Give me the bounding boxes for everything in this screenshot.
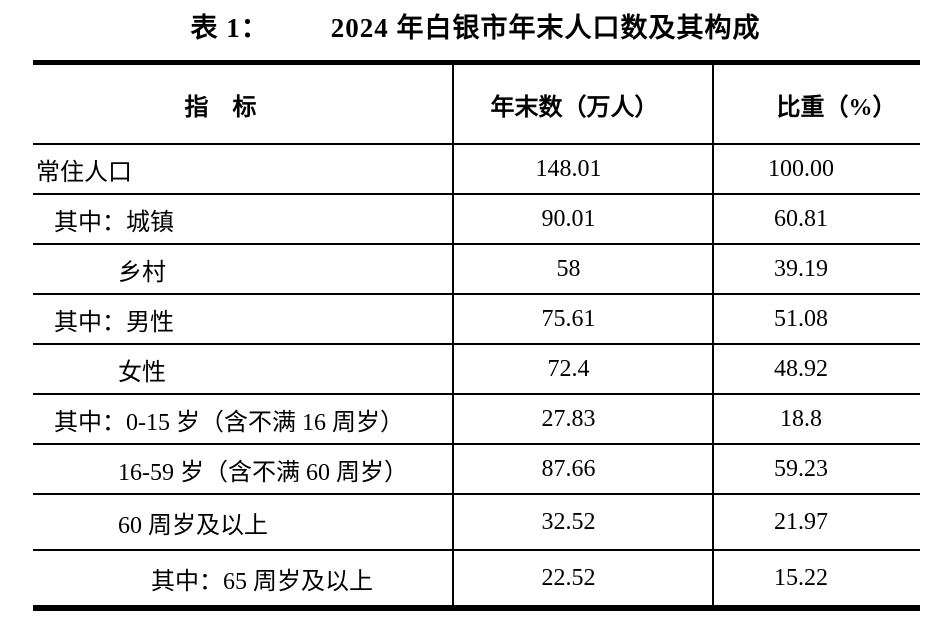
share-cell: 39.19 bbox=[713, 244, 920, 295]
document-page: { "title": { "prefix": "表 1：", "text": "… bbox=[0, 10, 951, 633]
population-table: 指 标 年末数（万人） 比重（%） 常住人口 148.01 100.00 其中：城镇 9… bbox=[33, 65, 920, 605]
share-cell: 51.08 bbox=[713, 294, 920, 345]
column-header-share: 比重（%） bbox=[713, 65, 920, 145]
yearend-count-cell: 27.83 bbox=[453, 394, 714, 445]
table-number-label: 表 1： bbox=[190, 13, 269, 43]
table-row: 女性 72.4 48.92 bbox=[33, 344, 920, 395]
indicator-cell: 常住人口 bbox=[33, 144, 454, 195]
indicator-cell: 其中：男性 bbox=[33, 294, 454, 345]
table-row: 其中：65 周岁及以上 22.52 15.22 bbox=[33, 550, 920, 605]
share-cell: 21.97 bbox=[713, 494, 920, 551]
yearend-count-cell: 75.61 bbox=[453, 294, 714, 345]
table-row: 乡村 58 39.19 bbox=[33, 244, 920, 295]
indicator-cell: 女性 bbox=[33, 344, 454, 395]
yearend-count-cell: 32.52 bbox=[453, 494, 714, 551]
share-cell: 15.22 bbox=[774, 564, 828, 591]
yearend-count-cell: 72.4 bbox=[453, 344, 714, 395]
indicator-cell: 60 周岁及以上 bbox=[33, 494, 454, 551]
population-table-frame: 指 标 年末数（万人） 比重（%） 常住人口 148.01 100.00 其中：城镇 9… bbox=[33, 60, 920, 611]
indicator-cell: 其中：0-15 岁（含不满 16 周岁） bbox=[33, 394, 454, 445]
yearend-count-cell: 58 bbox=[453, 244, 714, 295]
share-cell: 100.00 bbox=[713, 144, 920, 195]
page-title: 表 1： 2024 年白银市年末人口数及其构成 bbox=[0, 10, 951, 46]
indicator-cell: 16-59 岁（含不满 60 周岁） bbox=[33, 444, 454, 495]
table-title-text: 2024 年白银市年末人口数及其构成 bbox=[330, 13, 761, 43]
share-cell: 48.92 bbox=[713, 344, 920, 395]
column-header-indicator: 指 标 bbox=[33, 65, 454, 145]
table-row: 其中：男性 75.61 51.08 bbox=[33, 294, 920, 345]
table-row: 其中：城镇 90.01 60.81 bbox=[33, 194, 920, 245]
yearend-count-cell: 87.66 bbox=[453, 444, 714, 495]
yearend-count-cell: 22.52 bbox=[453, 550, 714, 605]
yearend-count-cell: 90.01 bbox=[453, 194, 714, 245]
column-header-yearend-count: 年末数（万人） bbox=[453, 65, 714, 145]
table-header-row: 指 标 年末数（万人） 比重（%） bbox=[33, 65, 920, 145]
indicator-cell: 其中：城镇 bbox=[33, 194, 454, 245]
share-cell: 59.23 bbox=[713, 444, 920, 495]
share-cell: 18.8 bbox=[713, 394, 920, 445]
indicator-cell: 其中：65 周岁及以上 bbox=[33, 550, 454, 605]
table-row: 其中：0-15 岁（含不满 16 周岁） 27.83 18.8 bbox=[33, 394, 920, 445]
share-cell: 60.81 bbox=[713, 194, 920, 245]
table-row: 常住人口 148.01 100.00 bbox=[33, 144, 920, 195]
indicator-cell: 乡村 bbox=[33, 244, 454, 295]
yearend-count-cell: 148.01 bbox=[453, 144, 714, 195]
table-row: 16-59 岁（含不满 60 周岁） 87.66 59.23 bbox=[33, 444, 920, 495]
table-row: 60 周岁及以上 32.52 21.97 bbox=[33, 494, 920, 551]
table-body: 常住人口 148.01 100.00 其中：城镇 90.01 60.81 乡村 58 39.19… bbox=[33, 144, 920, 605]
